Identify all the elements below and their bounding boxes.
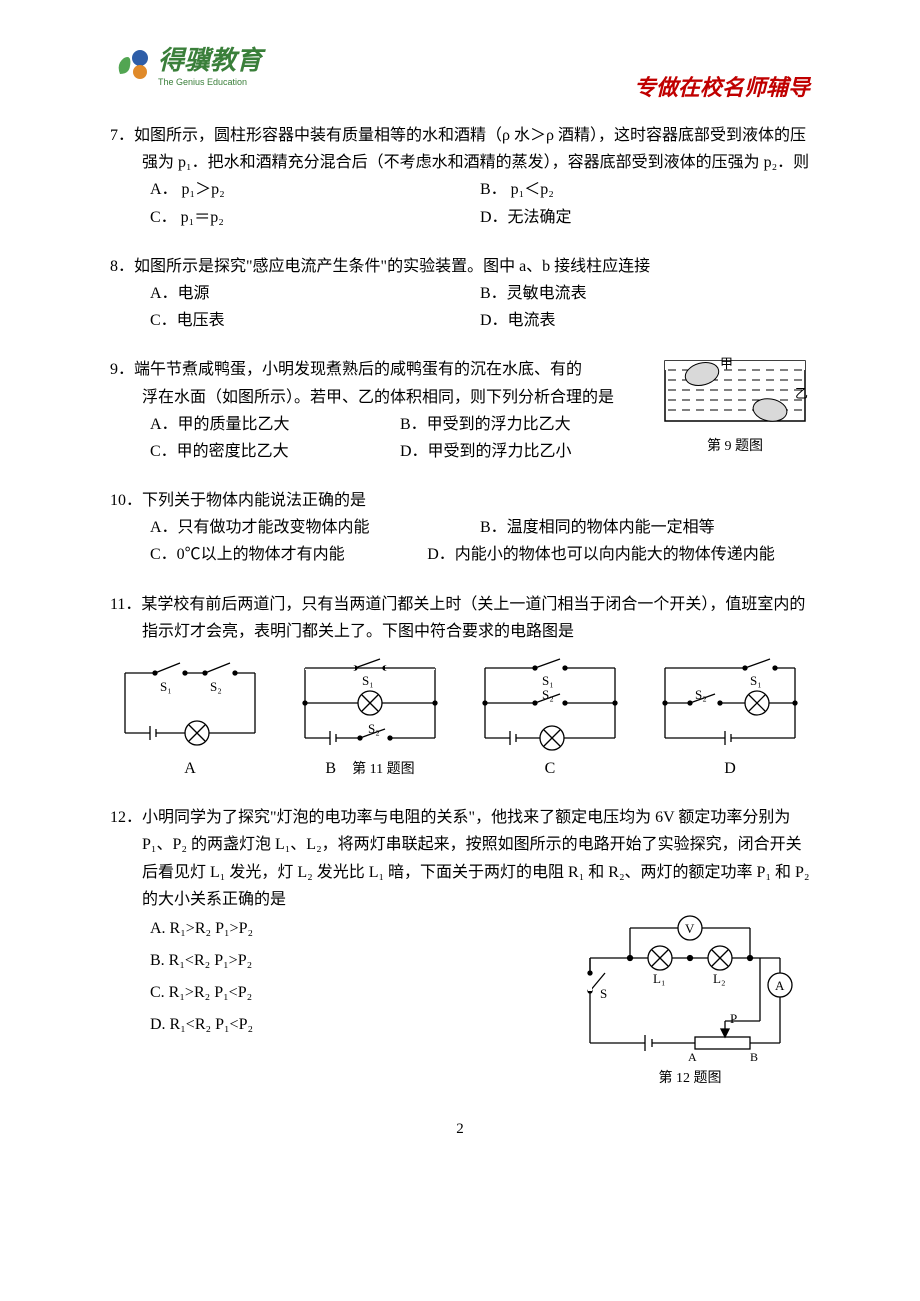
q7-stem: 7．如图所示，圆柱形容器中装有质量相等的水和酒精（ρ 水＞ρ 酒精），这时容器底… xyxy=(110,122,810,176)
svg-text:S₂: S₂ xyxy=(368,721,380,736)
svg-text:S₁: S₁ xyxy=(362,673,374,688)
logo-text: 得骥教育 xyxy=(158,40,262,77)
brand-logo: 得骥教育 The Genius Education xyxy=(110,40,262,87)
q9-option-d: D．甲受到的浮力比乙小 xyxy=(400,438,650,465)
svg-text:L₂: L₂ xyxy=(713,971,725,986)
q11-circuit-b: S₁ S₂ B 第 11 题图 xyxy=(290,653,450,782)
q9-stem: 9．端午节煮咸鸭蛋，小明发现煮熟后的咸鸭蛋有的沉在水底、有的 xyxy=(110,356,650,383)
q12-stem: 12．小明同学为了探究"灯泡的电功率与电阻的关系"，他找来了额定电压均为 6V … xyxy=(110,804,810,913)
q9-stem-2: 浮在水面（如图所示）。若甲、乙的体积相同，则下列分析合理的是 xyxy=(110,384,650,411)
q7-option-b: B． p₁＜p₂ xyxy=(480,176,810,203)
svg-text:S₁: S₁ xyxy=(542,673,554,688)
q12-option-b: B. R₁<R₂ P₁>P₂ xyxy=(150,945,253,977)
q10-option-a: A．只有做功才能改变物体内能 xyxy=(150,514,480,541)
q9-figure-label: 第 9 题图 xyxy=(660,435,810,459)
q8-stem: 8．如图所示是探究"感应电流产生条件"的实验装置。图中 a、b 接线柱应连接 xyxy=(110,253,810,280)
header-tagline: 专做在校名师辅导 xyxy=(634,70,810,102)
q11-circuit-d: S₁ S₂ D xyxy=(650,653,810,782)
q12-option-d: D. R₁<R₂ P₁<P₂ xyxy=(150,1009,253,1041)
q11-circuit-a: S₁ S₂ A xyxy=(110,653,270,782)
svg-text:S₂: S₂ xyxy=(210,679,222,694)
q9-option-b: B．甲受到的浮力比乙大 xyxy=(400,411,650,438)
question-7: 7．如图所示，圆柱形容器中装有质量相等的水和酒精（ρ 水＞ρ 酒精），这时容器底… xyxy=(110,122,810,231)
q9-option-c: C．甲的密度比乙大 xyxy=(150,438,400,465)
question-9: 9．端午节煮咸鸭蛋，小明发现煮熟后的咸鸭蛋有的沉在水底、有的 浮在水面（如图所示… xyxy=(110,356,810,465)
q10-stem: 10．下列关于物体内能说法正确的是 xyxy=(110,487,810,514)
svg-text:甲: 甲 xyxy=(720,356,733,371)
q12-option-c: C. R₁>R₂ P₁<P₂ xyxy=(150,977,253,1009)
svg-text:S₂: S₂ xyxy=(542,687,554,702)
q7-option-c: C． p₁＝p₂ xyxy=(150,204,480,231)
q11-stem: 11．某学校有前后两道门，只有当两道门都关上时（关上一道门相当于闭合一个开关），… xyxy=(110,591,810,645)
svg-text:乙: 乙 xyxy=(795,386,808,401)
svg-text:S₁: S₁ xyxy=(750,673,762,688)
logo-subtitle: The Genius Education xyxy=(158,77,262,87)
q8-option-c: C．电压表 xyxy=(150,307,480,334)
svg-text:L₁: L₁ xyxy=(653,971,665,986)
q11-circuit-c: S₁ S₂ C xyxy=(470,653,630,782)
q10-option-c: C．0℃以上的物体才有内能 xyxy=(150,541,427,568)
svg-text:S₂: S₂ xyxy=(695,687,707,702)
question-12: 12．小明同学为了探究"灯泡的电功率与电阻的关系"，他找来了额定电压均为 6V … xyxy=(110,804,810,1091)
q7-option-a: A． p₁＞p₂ xyxy=(150,176,480,203)
q8-option-b: B．灵敏电流表 xyxy=(480,280,810,307)
q11-circuits: S₁ S₂ A xyxy=(110,653,810,782)
svg-text:S: S xyxy=(600,986,607,1001)
q9-figure: 甲 乙 第 9 题图 xyxy=(660,356,810,459)
q8-option-d: D．电流表 xyxy=(480,307,810,334)
page-header: 得骥教育 The Genius Education 专做在校名师辅导 xyxy=(110,40,810,102)
q12-figure: V xyxy=(570,913,810,1091)
svg-text:A: A xyxy=(775,978,785,993)
svg-text:B: B xyxy=(750,1050,758,1063)
svg-text:A: A xyxy=(688,1050,697,1063)
page-number: 2 xyxy=(110,1121,810,1138)
question-11: 11．某学校有前后两道门，只有当两道门都关上时（关上一道门相当于闭合一个开关），… xyxy=(110,591,810,783)
svg-text:S₁: S₁ xyxy=(160,679,172,694)
q8-option-a: A．电源 xyxy=(150,280,480,307)
q7-option-d: D．无法确定 xyxy=(480,204,810,231)
logo-icon xyxy=(110,44,154,84)
q10-option-d: D．内能小的物体也可以向内能大的物体传递内能 xyxy=(427,541,810,568)
svg-text:V: V xyxy=(685,921,695,936)
q9-option-a: A．甲的质量比乙大 xyxy=(150,411,400,438)
q12-figure-label: 第 12 题图 xyxy=(570,1067,810,1091)
q12-option-a: A. R₁>R₂ P₁>P₂ xyxy=(150,913,253,945)
svg-text:P: P xyxy=(730,1011,737,1026)
question-8: 8．如图所示是探究"感应电流产生条件"的实验装置。图中 a、b 接线柱应连接 A… xyxy=(110,253,810,335)
q10-option-b: B．温度相同的物体内能一定相等 xyxy=(480,514,810,541)
question-10: 10．下列关于物体内能说法正确的是 A．只有做功才能改变物体内能 B．温度相同的… xyxy=(110,487,810,569)
